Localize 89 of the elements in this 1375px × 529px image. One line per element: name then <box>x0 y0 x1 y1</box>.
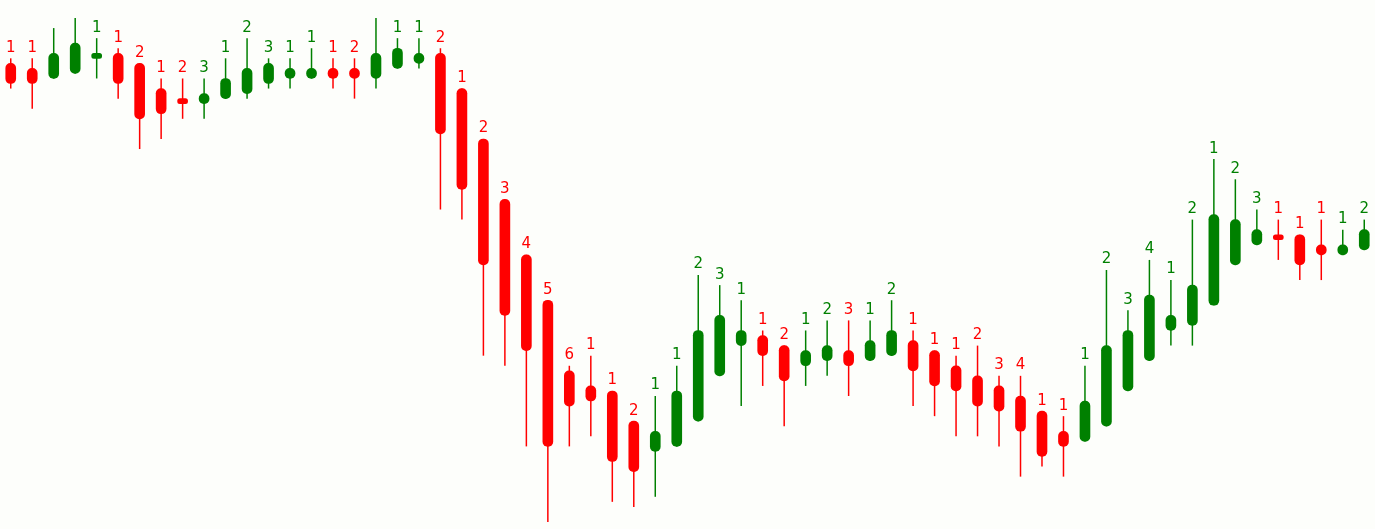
candlestick <box>757 329 769 387</box>
text: 2 <box>478 118 489 137</box>
text: 2 <box>779 324 789 343</box>
candlestick <box>1358 218 1370 251</box>
candlestick <box>1272 218 1284 261</box>
text: 1 <box>1273 198 1284 217</box>
text: 6 <box>564 345 575 364</box>
text: 2 <box>134 42 145 61</box>
text: 3 <box>843 299 854 318</box>
candlestick <box>91 37 103 80</box>
candlestick <box>821 319 833 377</box>
candlestick <box>413 37 425 70</box>
text: 2 <box>349 37 360 56</box>
text: 1 <box>392 17 403 36</box>
candlestick <box>649 395 661 498</box>
text: 2 <box>1359 198 1370 217</box>
text: 3 <box>500 178 510 197</box>
candlestick <box>5 57 17 90</box>
text: 1 <box>586 335 596 354</box>
candlestick <box>26 57 38 110</box>
candlestick <box>735 299 747 407</box>
text: 1 <box>1166 259 1176 278</box>
text: 2 <box>1230 158 1241 177</box>
candlestick <box>177 77 188 120</box>
candlestick <box>864 319 876 362</box>
text: 2 <box>435 27 446 46</box>
text: 1 <box>328 37 338 56</box>
candlestick <box>585 354 597 438</box>
text: 1 <box>5 37 16 56</box>
candlestick <box>1315 218 1327 281</box>
text: 2 <box>886 279 897 298</box>
text: 1 <box>1295 214 1305 233</box>
text: 4 <box>1144 239 1155 258</box>
text: 4 <box>1015 355 1026 374</box>
text: 3 <box>263 37 274 56</box>
text: 1 <box>156 57 166 76</box>
candlestick <box>327 57 339 90</box>
text: 2 <box>693 254 704 273</box>
text: 1 <box>929 330 940 349</box>
text: 1 <box>1037 390 1047 409</box>
text: 3 <box>714 264 725 283</box>
candlestick <box>198 77 210 120</box>
text: 1 <box>1316 198 1327 217</box>
candlestick <box>1165 279 1177 347</box>
text: 3 <box>199 57 209 76</box>
text: 1 <box>865 299 875 318</box>
candlestick <box>284 57 296 90</box>
candlestick <box>349 57 360 100</box>
text: 1 <box>1338 209 1348 228</box>
text: 1 <box>908 309 918 328</box>
candlestick <box>1058 415 1069 478</box>
text: 1 <box>671 345 682 364</box>
text: 1 <box>951 335 961 354</box>
text: 5 <box>543 279 553 298</box>
candlestick <box>1337 228 1349 256</box>
text: 2 <box>972 324 983 343</box>
text: 1 <box>285 37 295 56</box>
candlestick <box>843 319 854 397</box>
text: 2 <box>1187 198 1198 217</box>
candlestick <box>392 37 403 70</box>
text: 1 <box>414 17 424 36</box>
text: 1 <box>1080 345 1090 364</box>
text: 2 <box>629 400 639 419</box>
text: 1 <box>607 370 618 389</box>
text: 1 <box>1058 395 1069 414</box>
text: 1 <box>306 27 317 46</box>
text: 1 <box>457 67 467 86</box>
text: 2 <box>242 17 252 36</box>
text: 3 <box>1252 188 1262 207</box>
candlestick <box>306 47 317 80</box>
text: 2 <box>1101 249 1112 268</box>
candlestick <box>800 329 811 387</box>
candlestick <box>220 57 231 100</box>
text: 2 <box>177 57 188 76</box>
text: 1 <box>113 27 123 46</box>
text: 3 <box>994 355 1004 374</box>
text: 2 <box>822 299 832 318</box>
text: 1 <box>757 309 768 328</box>
text: 1 <box>736 279 746 298</box>
text: 1 <box>650 375 661 394</box>
text: 1 <box>91 17 102 36</box>
candlestick <box>263 57 274 90</box>
text: 1 <box>220 37 231 56</box>
text: 1 <box>27 37 37 56</box>
text: 1 <box>1209 138 1219 157</box>
text: 3 <box>1123 289 1133 308</box>
text: 4 <box>521 234 532 253</box>
text: 1 <box>800 309 811 328</box>
candlestick <box>1251 208 1263 246</box>
